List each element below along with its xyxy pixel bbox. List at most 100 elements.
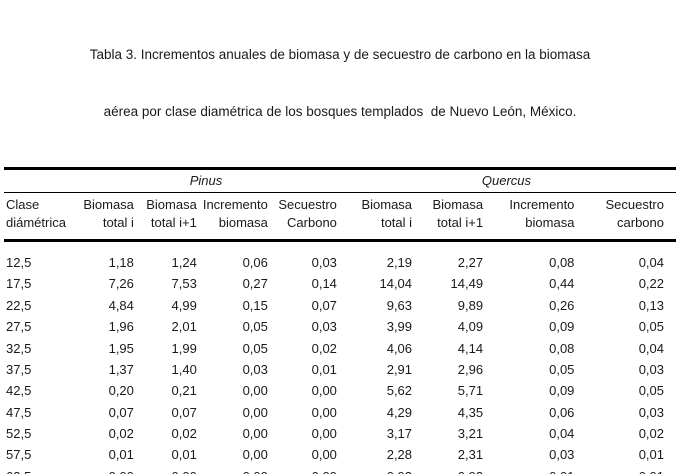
cell: 1,37 [108,361,134,377]
table-row: 37,5 1,37 1,40 0,03 0,01 2,91 2,96 0,05 … [4,359,676,380]
cell: 0,02 [108,426,134,441]
row-label: 42,5 [6,383,32,399]
cell: 0,21 [171,383,197,399]
cell: 4,09 [457,319,484,335]
cell: 0,26 [549,297,575,313]
table-row: 62,5 0,00 0,00 0,00 0,00 0,92 0,93 0,01 … [4,466,676,474]
cell: 9,89 [457,297,484,313]
cell: 0,01 [574,466,676,474]
cell: 0,93 [412,466,483,474]
cell: 0,44 [549,276,575,292]
cell: 1,18 [108,255,134,270]
table-row: 42,5 0,20 0,21 0,00 0,00 5,62 5,71 0,09 … [4,380,676,401]
cell: 7,26 [108,276,134,292]
col-header-line: Biomasa [432,197,484,212]
cell: 0,00 [311,383,337,399]
cell: 0,14 [311,276,337,292]
cell: 0,01 [638,447,664,463]
cell: 0,03 [311,255,337,270]
cell: 2,31 [457,447,484,463]
row-label: 52,5 [6,426,32,441]
cell: 0,00 [242,447,268,463]
cell: 0,09 [549,319,575,335]
cell: 0,92 [337,466,412,474]
cell: 0,03 [242,361,268,377]
cell: 0,05 [549,361,575,377]
cell: 2,28 [386,447,413,463]
table-row: 22,5 4,84 4,99 0,15 0,07 9,63 9,89 0,26 … [4,295,676,316]
cell: 0,00 [242,426,268,441]
cell: 2,96 [457,361,484,377]
col-header-clase: Clase diámétrica [4,192,76,242]
col-header-incremento-pinus: Incremento biomasa [196,192,268,242]
table-row: 52,5 0,02 0,02 0,00 0,00 3,17 3,21 0,04 … [4,423,676,444]
cell: 0,05 [242,340,268,356]
cell: 5,71 [457,383,484,399]
cell: 1,95 [108,340,134,356]
cell: 0,00 [311,404,337,420]
cell: 0,00 [311,426,337,441]
cell: 0,02 [638,426,664,441]
cell: 0,07 [311,297,337,313]
col-header-biomasa-i-pinus: Biomasa total i [75,192,134,242]
cell: 0,07 [171,404,197,420]
col-header-line: total i [102,215,134,230]
row-label: 32,5 [6,340,32,356]
cell: 3,21 [457,426,484,441]
cell: 0,01 [483,466,574,474]
cell: 0,02 [171,426,197,441]
col-header-line: Biomasa [146,197,197,212]
group-header-row: Pinus Quercus [4,167,676,193]
cell: 2,91 [386,361,413,377]
col-header-line: Biomasa [361,197,413,212]
cell: 0,08 [549,255,575,270]
group-header-quercus: Quercus [336,167,676,193]
cell: 0,20 [108,383,134,399]
cell: 0,01 [108,447,134,463]
cell: 4,29 [386,404,413,420]
cell: 0,06 [549,404,575,420]
cell: 0,03 [638,404,664,420]
table-title: Tabla 3. Incrementos anuales de biomasa … [10,7,670,159]
table-title-line2: aérea por clase diamétrica de los bosque… [103,104,577,119]
cell: 0,06 [242,255,268,270]
col-header-line: total i+1 [437,215,484,230]
row-label: 57,5 [6,447,32,463]
col-header-line: Incremento [202,197,268,212]
group-header-spacer [4,167,76,193]
table-row: 57,5 0,01 0,01 0,00 0,00 2,28 2,31 0,03 … [4,444,676,465]
cell: 1,40 [171,361,197,377]
cell: 0,03 [311,319,337,335]
cell: 3,17 [386,426,413,441]
cell: 0,00 [75,466,134,474]
cell: 0,04 [638,255,664,270]
col-header-secuestro-pinus: Secuestro Carbono [267,192,337,242]
row-label: 62,5 [4,466,75,474]
cell: 1,24 [171,255,197,270]
column-header-row: Clase diámétrica Biomasa total i Biomasa to… [4,192,676,242]
col-header-line: Carbono [287,215,337,230]
cell: 0,05 [638,383,664,399]
row-label: 37,5 [6,361,32,377]
col-header-line: Incremento [509,197,575,212]
cell: 0,04 [549,426,575,441]
cell: 4,99 [171,297,197,313]
col-header-line: Secuestro [605,197,664,212]
cell: 0,04 [638,340,664,356]
cell: 0,08 [549,340,575,356]
cell: 0,01 [311,361,337,377]
col-header-line: diámétrica [6,215,66,230]
col-header-line: biomasa [218,215,268,230]
col-header-line: total i+1 [150,215,197,230]
col-header-line: carbono [617,215,664,230]
cell: 0,05 [242,319,268,335]
cell: 0,00 [242,383,268,399]
cell: 0,00 [268,466,337,474]
cell: 7,53 [171,276,197,292]
cell: 2,19 [386,255,413,270]
cell: 9,63 [386,297,413,313]
cell: 4,84 [108,297,134,313]
cell: 0,00 [197,466,268,474]
col-header-line: Secuestro [278,197,337,212]
